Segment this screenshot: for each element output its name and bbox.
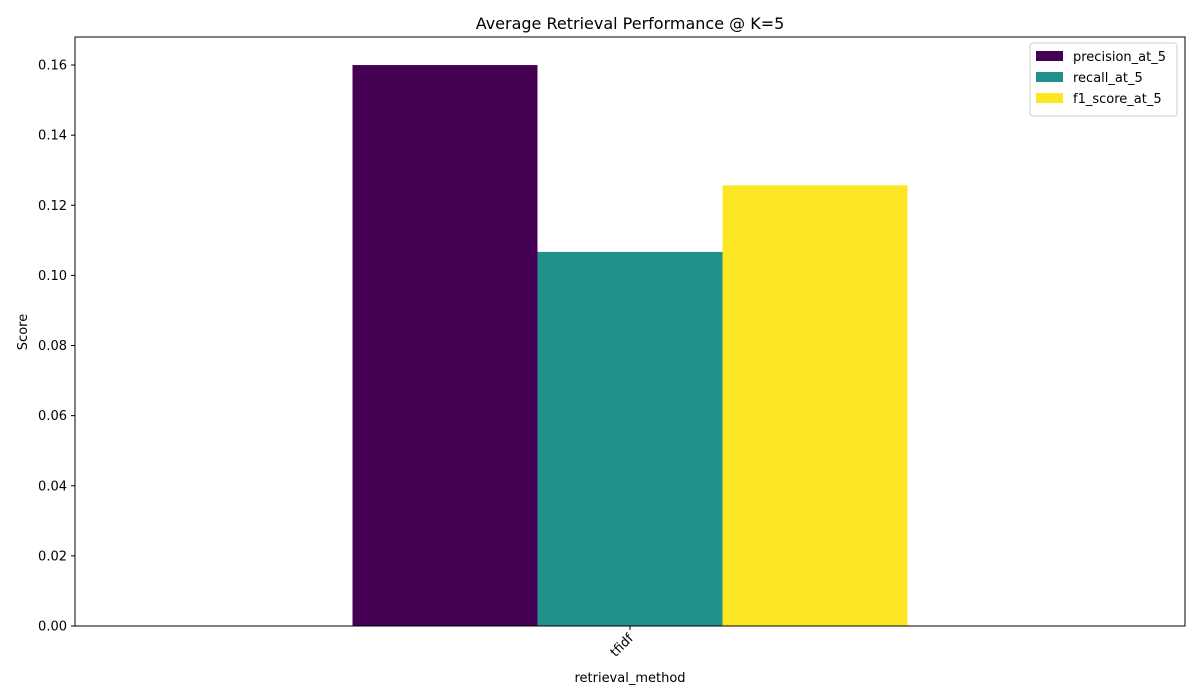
y-tick-label: 0.12	[38, 199, 67, 214]
y-tick-label: 0.16	[38, 59, 67, 74]
legend-label-f1_score_at_5: f1_score_at_5	[1073, 92, 1162, 107]
legend-swatch-f1_score_at_5	[1036, 93, 1063, 103]
y-tick-label: 0.00	[38, 620, 67, 635]
y-tick-label: 0.08	[38, 339, 67, 354]
y-tick-label: 0.02	[38, 549, 67, 564]
plot-area	[74, 36, 1186, 627]
x-axis: tfidf	[608, 626, 637, 660]
legend: precision_at_5 recall_at_5 f1_score_at_5	[1029, 42, 1178, 117]
x-axis-label: retrieval_method	[574, 671, 685, 686]
legend-swatch-recall_at_5	[1036, 72, 1063, 82]
legend-label-recall_at_5: recall_at_5	[1073, 71, 1143, 86]
y-axis-label: Score	[16, 314, 31, 350]
y-tick-label: 0.06	[38, 409, 67, 424]
legend-label-precision_at_5: precision_at_5	[1073, 50, 1166, 65]
y-tick-label: 0.10	[38, 269, 67, 284]
x-tick-label: tfidf	[608, 631, 637, 660]
bar-precision_at_5-tfidf	[352, 65, 538, 627]
y-tick-label: 0.04	[38, 479, 67, 494]
legend-swatch-precision_at_5	[1036, 51, 1063, 61]
y-axis: 0.00 0.02 0.04 0.06 0.08 0.10 0.12 0.14 0.16	[38, 59, 75, 635]
bar-f1_score_at_5-tfidf	[722, 185, 908, 626]
bar-recall_at_5-tfidf	[537, 251, 723, 626]
chart-title: Average Retrieval Performance @ K=5	[476, 14, 785, 33]
legend-box	[1029, 42, 1178, 117]
y-tick-label: 0.14	[38, 129, 67, 144]
